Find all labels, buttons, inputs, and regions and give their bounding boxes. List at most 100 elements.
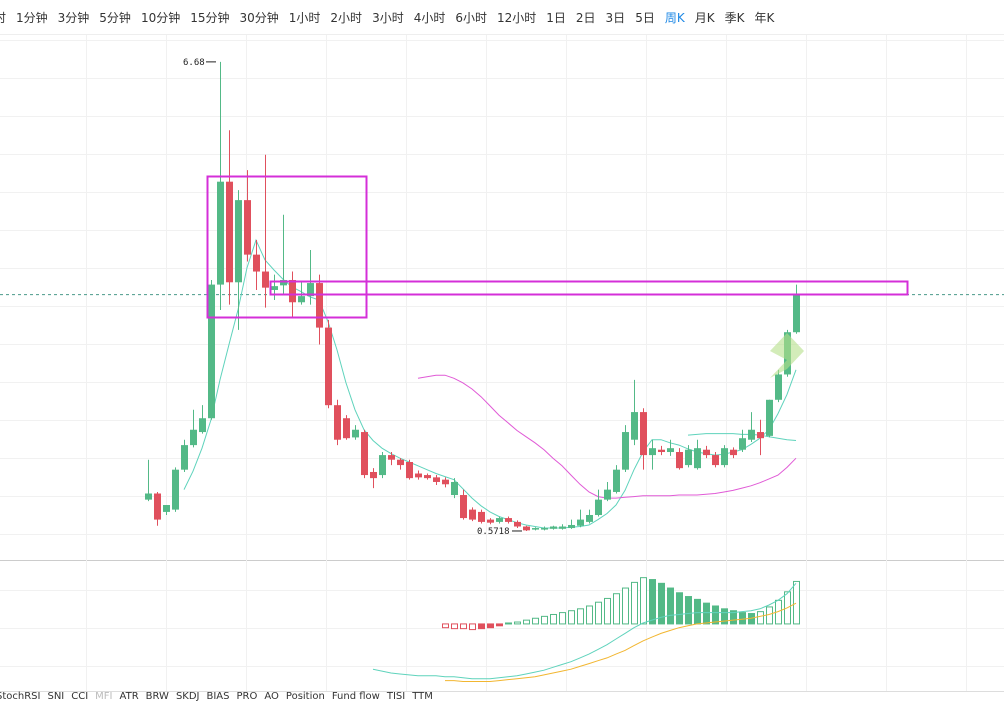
candle-body <box>307 283 314 297</box>
candle-body <box>208 284 215 419</box>
interval-tab[interactable]: 1分钟 <box>16 10 48 25</box>
candle-body <box>568 524 575 529</box>
high-label: 6.68 <box>183 58 205 68</box>
macd-bar <box>505 622 512 625</box>
candle-body <box>712 455 719 466</box>
indicator-tab[interactable]: AO <box>264 691 279 702</box>
candle-body <box>406 462 413 479</box>
candle-body <box>622 432 629 470</box>
candle-body <box>766 399 773 436</box>
candle-body <box>730 449 737 456</box>
indicator-tabs: StochRSI SNI CCI MFI ATR BRW SKDJ BIAS PRO AO Posi… <box>0 691 433 702</box>
candle-body <box>586 514 593 522</box>
indicator-tab[interactable]: BRW <box>145 691 169 702</box>
candle-body <box>253 254 260 272</box>
candle-body <box>775 374 782 400</box>
interval-tab[interactable]: 4小时 <box>413 10 446 25</box>
candle-body <box>739 438 746 450</box>
indicator-tab[interactable]: ATR <box>119 691 139 702</box>
macd-bar <box>658 582 665 625</box>
candle-body <box>370 471 377 479</box>
candle-body <box>478 511 485 522</box>
indicator-tab[interactable]: SNI <box>47 691 65 702</box>
macd-bar <box>721 608 728 625</box>
interval-tab[interactable]: 5分钟 <box>99 10 131 25</box>
indicator-tab[interactable]: PRO <box>236 691 258 702</box>
candle-body <box>190 429 197 446</box>
macd-bar <box>694 598 701 625</box>
candle-body <box>496 518 503 522</box>
macd-bar <box>622 587 629 625</box>
macd-bar <box>631 581 638 625</box>
interval-tab[interactable]: 6小时 <box>455 10 487 25</box>
macd-bar <box>514 621 521 625</box>
candle-body <box>379 455 386 476</box>
candle-body <box>631 412 638 440</box>
macd-bar <box>757 611 764 625</box>
indicator-tab[interactable]: CCI <box>71 691 89 702</box>
macd-bar <box>532 617 539 625</box>
candle-body <box>316 283 323 328</box>
macd-bar <box>703 602 710 625</box>
candle-body <box>658 449 665 453</box>
indicator-line <box>417 374 797 499</box>
macd-bar <box>640 577 647 625</box>
macd-bar <box>541 615 548 625</box>
indicator-line <box>183 238 797 529</box>
candle-body <box>226 181 233 283</box>
candle-body <box>613 469 620 492</box>
macd-bar <box>730 610 737 625</box>
interval-tab[interactable]: 季K <box>724 10 745 25</box>
candle-body <box>541 528 548 530</box>
macd-bar <box>577 608 584 625</box>
candle-body <box>721 448 728 466</box>
interval-tab[interactable]: 时 <box>0 10 7 25</box>
interval-tab[interactable]: 30分钟 <box>239 10 279 25</box>
interval-tab[interactable]: 10分钟 <box>140 10 181 25</box>
macd-bar <box>595 601 602 625</box>
indicator-tab[interactable]: StochRSI <box>0 691 41 702</box>
macd-bar <box>793 580 800 625</box>
interval-tab[interactable]: 2日 <box>575 10 596 25</box>
candle-body <box>424 475 431 479</box>
interval-tab[interactable]: 5日 <box>635 10 655 25</box>
interval-tab[interactable]: 周K <box>664 10 685 25</box>
macd-bar <box>604 597 611 625</box>
indicator-tab[interactable]: TISI <box>386 691 406 702</box>
candle-body <box>280 279 287 286</box>
indicator-tab[interactable]: BIAS <box>206 691 230 702</box>
candle-body <box>298 296 305 303</box>
macd-bar <box>496 623 503 627</box>
macd-bar <box>712 605 719 625</box>
indicator-tab[interactable]: TTM <box>412 691 433 702</box>
candle-body <box>649 448 656 456</box>
candle-body <box>325 327 332 406</box>
interval-tab[interactable]: 1日 <box>546 10 566 25</box>
candle-body <box>469 509 476 520</box>
macd-bar <box>460 623 467 630</box>
grid <box>0 35 1004 691</box>
interval-tab[interactable]: 3日 <box>605 10 626 25</box>
candle-body <box>604 489 611 500</box>
macd-bar <box>559 612 566 625</box>
candle-body <box>640 412 647 456</box>
candle-body <box>343 418 350 439</box>
indicator-tab[interactable]: Position <box>285 691 325 702</box>
interval-tab[interactable]: 1小时 <box>288 10 321 25</box>
macd-bar <box>550 613 557 625</box>
interval-tab[interactable]: 3分钟 <box>57 10 90 25</box>
interval-tab[interactable]: 年K <box>754 10 775 25</box>
interval-tab[interactable]: 15分钟 <box>190 10 230 25</box>
indicator-tab[interactable]: SKDJ <box>175 691 200 702</box>
indicator-tab[interactable]: MFI <box>95 691 113 702</box>
candle-body <box>559 526 566 529</box>
indicator-tab[interactable]: Fund flow <box>331 691 380 702</box>
candle-body <box>388 455 395 460</box>
interval-tab[interactable]: 3小时 <box>372 10 404 25</box>
highlight-box <box>206 175 368 319</box>
interval-tab[interactable]: 12小时 <box>496 10 537 25</box>
candle-body <box>793 294 800 333</box>
candle-body <box>172 469 179 510</box>
interval-tab[interactable]: 2小时 <box>330 10 363 25</box>
interval-tab[interactable]: 月K <box>694 10 715 25</box>
